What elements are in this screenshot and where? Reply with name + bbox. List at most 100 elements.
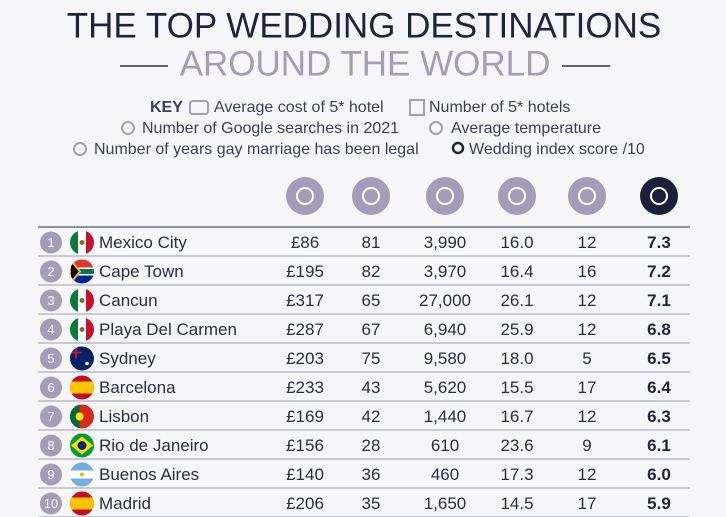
flag-part	[70, 404, 80, 429]
score: 6.0	[647, 465, 671, 484]
cell: 26.1	[500, 291, 533, 310]
key-label: KEY	[150, 99, 183, 116]
cell: 1,440	[424, 407, 467, 426]
cell: 460	[431, 465, 459, 484]
city: Lisbon	[99, 407, 149, 426]
title-line2: AROUND THE WORLD	[180, 44, 551, 83]
cell: 9,580	[424, 349, 467, 368]
cell: 23.6	[500, 436, 533, 455]
rank-badge	[40, 492, 62, 515]
rank-badge	[40, 463, 62, 486]
cell: 35	[362, 494, 381, 513]
flag-part	[70, 269, 94, 274]
cell: 17.3	[500, 465, 533, 484]
icon	[121, 121, 135, 135]
city: Mexico City	[99, 233, 187, 252]
key-item: Average cost of 5* hotel	[214, 99, 384, 116]
flag	[70, 288, 94, 313]
cell: £195	[286, 262, 324, 281]
cell: £287	[286, 320, 324, 339]
flag-part	[79, 240, 85, 245]
city: Cancun	[99, 291, 158, 310]
city: Cape Town	[99, 262, 184, 281]
cell: 12	[578, 320, 597, 339]
flag-part	[79, 298, 85, 303]
score: 6.8	[647, 320, 671, 339]
cell: 42	[362, 407, 381, 426]
header-glyph	[296, 187, 314, 205]
rank-badge	[40, 231, 62, 254]
cell: 82	[362, 262, 381, 281]
cell: 3,990	[424, 233, 467, 252]
rank: 1	[47, 235, 54, 250]
rank: 7	[47, 409, 54, 424]
cell: £140	[286, 465, 324, 484]
cell: 81	[362, 233, 381, 252]
cell: 12	[578, 465, 597, 484]
cell: £86	[291, 233, 319, 252]
flag-part	[70, 317, 78, 342]
rank: 4	[47, 322, 54, 337]
cell: £317	[286, 291, 324, 310]
flag	[70, 317, 94, 342]
flag-part	[70, 259, 82, 284]
icon	[409, 99, 425, 116]
rank-badge	[40, 289, 62, 312]
cell: 5	[582, 349, 591, 368]
rank-badge	[40, 405, 62, 428]
cell: 17	[578, 378, 597, 397]
icon	[73, 142, 87, 156]
rank-badge	[40, 260, 62, 283]
cell: 17	[578, 494, 597, 513]
flag-part	[86, 317, 94, 342]
cell: £233	[286, 378, 324, 397]
header-glyph	[362, 187, 380, 205]
rank-badge	[40, 318, 62, 341]
cell: 12	[578, 291, 597, 310]
flag	[70, 375, 94, 400]
header-icon	[286, 177, 324, 215]
flag	[70, 433, 94, 458]
cell: 9	[582, 436, 591, 455]
flag	[70, 404, 94, 429]
cell: 36	[362, 465, 381, 484]
header-glyph	[650, 187, 668, 205]
flag	[70, 462, 94, 487]
key-item: Number of Google searches in 2021	[142, 120, 399, 137]
icon	[429, 121, 443, 135]
score: 6.4	[647, 378, 671, 397]
cell: 1,650	[424, 494, 467, 513]
flag-part	[79, 327, 85, 332]
cell: 16.7	[500, 407, 533, 426]
rank: 5	[47, 351, 54, 366]
header-glyph	[578, 187, 596, 205]
cell: 75	[362, 349, 381, 368]
rank: 2	[47, 264, 54, 279]
cell: 65	[362, 291, 381, 310]
key-item: Number of 5* hotels	[429, 99, 570, 116]
icon	[451, 141, 465, 155]
title-line1: THE TOP WEDDING DESTINATIONS	[67, 6, 661, 45]
cell: £169	[286, 407, 324, 426]
score: 6.3	[647, 407, 671, 426]
city: Sydney	[99, 349, 156, 368]
key-item: Average temperature	[451, 120, 601, 137]
cell: £203	[286, 349, 324, 368]
header-glyph	[436, 187, 454, 205]
cell: 16.4	[500, 262, 533, 281]
rank: 3	[47, 293, 54, 308]
header-icon	[426, 177, 464, 215]
header-icon	[640, 177, 678, 215]
cell: 5,620	[424, 378, 467, 397]
cell: £206	[286, 494, 324, 513]
key-item: Wedding index score /10	[469, 141, 645, 158]
flag-part	[77, 441, 87, 450]
city: Buenos Aires	[99, 465, 199, 484]
flag	[70, 491, 94, 516]
rank: 8	[47, 438, 54, 453]
score: 7.3	[647, 233, 671, 252]
score: 6.1	[647, 436, 671, 455]
flag-part	[80, 472, 84, 477]
